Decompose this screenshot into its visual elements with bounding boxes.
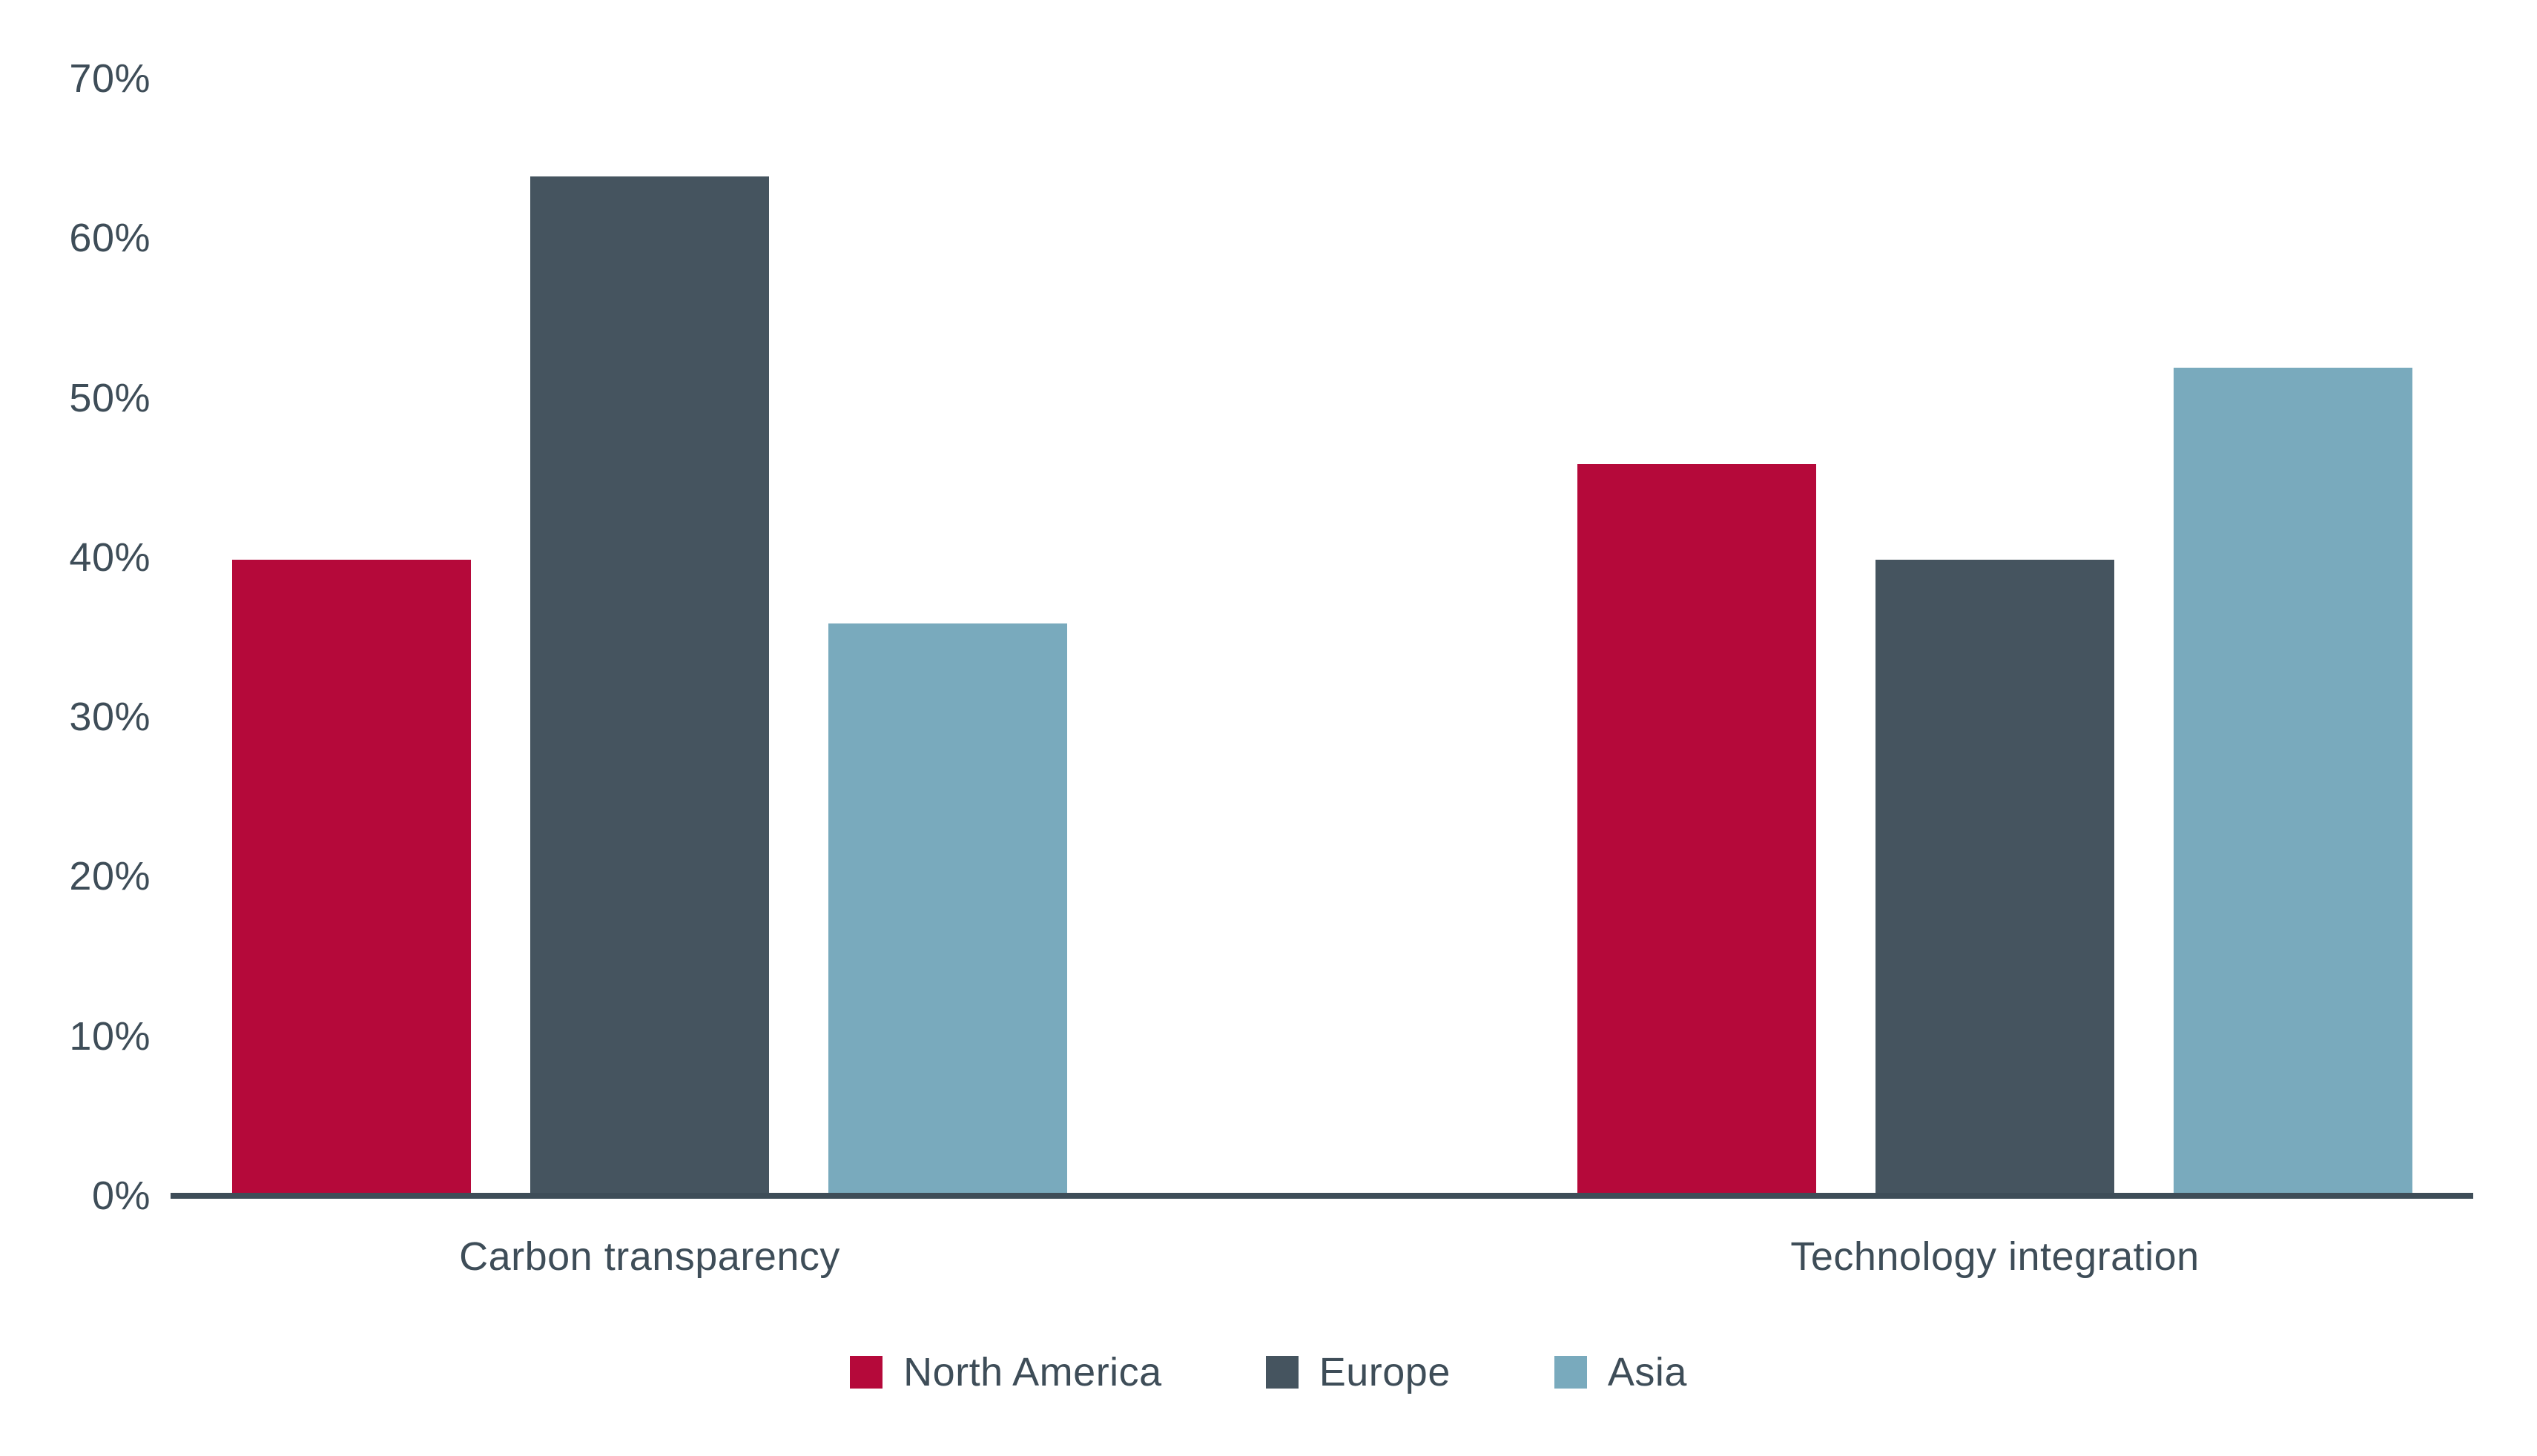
bar-technology-integration-europe — [1875, 560, 2114, 1198]
y-tick-70: 70% — [69, 56, 151, 101]
bar-technology-integration-north-america — [1577, 464, 1816, 1198]
legend-label-north-america: North America — [903, 1350, 1162, 1394]
y-tick-0: 0% — [91, 1174, 151, 1218]
y-tick-60: 60% — [69, 216, 151, 260]
bar-carbon-transparency-north-america — [232, 560, 471, 1198]
bar-technology-integration-asia — [2174, 368, 2412, 1198]
bar-carbon-transparency-europe — [530, 176, 769, 1198]
y-axis-tick-labels: 70% 60% 50% 40% 30% 20% 10% 0% — [0, 0, 151, 1456]
category-label-technology-integration: Technology integration — [1790, 1234, 2200, 1279]
legend-item-europe: Europe — [1265, 1349, 1451, 1396]
legend-marker-europe — [1265, 1356, 1299, 1389]
legend-item-asia: Asia — [1554, 1349, 1687, 1396]
y-tick-40: 40% — [69, 535, 151, 580]
legend-marker-asia — [1554, 1356, 1587, 1389]
category-label-carbon-transparency: Carbon transparency — [459, 1234, 840, 1279]
legend-marker-north-america — [850, 1356, 883, 1389]
y-tick-50: 50% — [69, 376, 151, 420]
x-axis-line — [171, 1193, 2473, 1199]
legend-label-asia: Asia — [1607, 1350, 1687, 1394]
y-tick-30: 30% — [69, 695, 151, 739]
legend-item-north-america: North America — [850, 1349, 1162, 1396]
legend-label-europe: Europe — [1319, 1350, 1451, 1394]
y-tick-20: 20% — [69, 854, 151, 899]
y-tick-10: 10% — [69, 1014, 151, 1059]
bar-carbon-transparency-asia — [828, 623, 1067, 1198]
legend: North America Europe Asia — [0, 1339, 2537, 1406]
